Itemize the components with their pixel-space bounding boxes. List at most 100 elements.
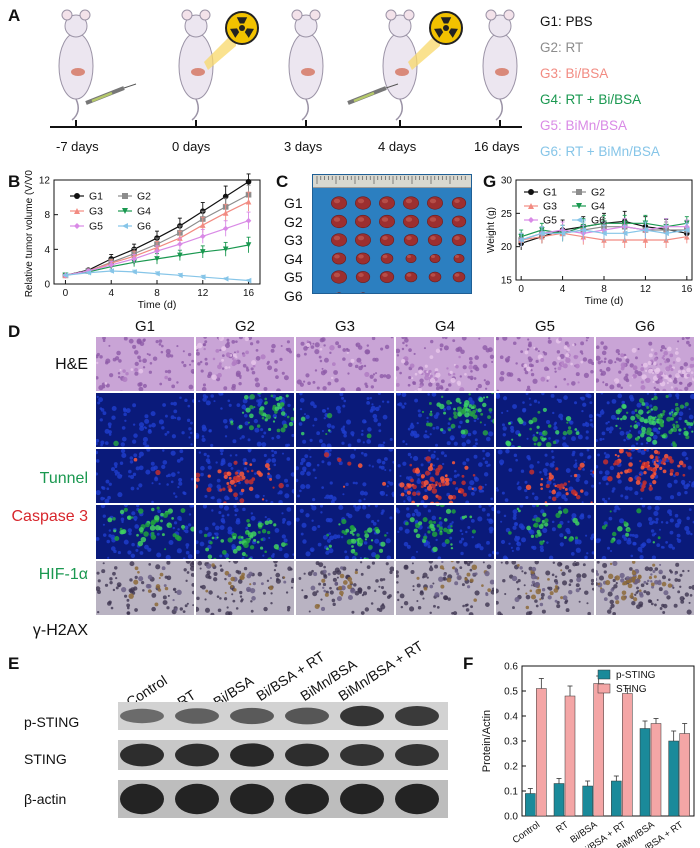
nucleus	[482, 457, 486, 460]
stain-signal	[274, 406, 280, 411]
nucleus	[107, 422, 112, 427]
stain-signal	[677, 389, 683, 391]
stain-signal	[448, 494, 453, 500]
nucleus	[174, 590, 177, 594]
nucleus	[476, 543, 482, 548]
stain-signal	[323, 452, 330, 458]
nucleus	[284, 493, 290, 499]
nucleus	[164, 432, 168, 436]
stain-signal	[428, 369, 432, 373]
nucleus	[102, 337, 106, 340]
nucleus	[323, 574, 328, 579]
stain-signal	[431, 483, 436, 489]
nucleus	[210, 394, 214, 398]
nucleus	[476, 417, 480, 421]
stain-signal	[648, 486, 653, 491]
stain-signal	[240, 536, 244, 539]
nucleus	[276, 577, 279, 581]
stain-signal	[685, 435, 690, 440]
mouse-head	[388, 14, 412, 38]
stain-signal	[136, 533, 139, 537]
histology-tile	[396, 337, 494, 391]
nucleus	[134, 575, 138, 580]
nucleus	[506, 372, 512, 377]
nucleus	[338, 505, 344, 510]
stain-signal	[119, 509, 125, 515]
nucleus	[686, 609, 692, 615]
stain-signal	[653, 575, 657, 579]
blot-band	[175, 783, 219, 815]
nucleus	[467, 562, 471, 567]
nucleus	[276, 388, 281, 391]
nucleus	[436, 457, 439, 461]
stain-signal	[435, 505, 440, 507]
nucleus	[470, 377, 474, 381]
stain-signal	[215, 348, 220, 353]
nucleus	[428, 449, 431, 452]
tumor-highlight	[333, 235, 341, 241]
nucleus	[326, 423, 332, 428]
data-point	[222, 210, 229, 216]
nucleus	[322, 386, 327, 391]
stain-signal	[323, 589, 326, 593]
stain-signal	[545, 442, 552, 447]
nucleus	[673, 603, 678, 608]
stain-signal	[417, 387, 422, 391]
stain-signal	[615, 600, 620, 605]
nucleus	[176, 548, 182, 554]
stain-signal	[639, 593, 644, 598]
nucleus	[441, 542, 447, 547]
nucleus	[382, 441, 386, 444]
nucleus	[319, 359, 323, 363]
nucleus	[491, 550, 494, 555]
nucleus	[514, 535, 518, 538]
nucleus	[347, 443, 352, 447]
stain-signal	[256, 540, 260, 544]
nucleus	[396, 581, 399, 584]
nucleus	[317, 524, 321, 528]
nucleus	[342, 493, 345, 496]
tumor-highlight	[454, 199, 460, 203]
nucleus	[469, 568, 473, 572]
stain-signal	[566, 429, 573, 435]
nucleus	[397, 530, 400, 533]
tumor-specimen	[331, 270, 347, 284]
nucleus	[417, 606, 422, 610]
nucleus	[554, 575, 558, 578]
nucleus	[531, 492, 535, 495]
nucleus	[307, 571, 313, 576]
data-point	[245, 198, 252, 205]
nucleus	[610, 550, 613, 553]
nucleus	[478, 505, 482, 509]
nucleus	[362, 505, 367, 510]
nucleus	[221, 367, 225, 370]
stain-signal	[562, 430, 568, 436]
stain-signal	[172, 598, 175, 602]
stain-signal	[547, 577, 550, 581]
stain-signal	[350, 525, 354, 529]
stain-signal	[600, 587, 603, 590]
stain-signal	[670, 386, 674, 389]
nucleus	[501, 411, 504, 414]
nucleus	[306, 471, 311, 476]
stain-signal	[557, 356, 561, 360]
stain-signal	[228, 366, 231, 369]
legend-marker	[122, 223, 128, 229]
nucleus	[362, 441, 365, 444]
stain-signal	[592, 470, 594, 475]
stain-signal	[196, 345, 198, 350]
stain-signal	[539, 598, 542, 601]
nucleus	[580, 513, 585, 518]
stain-signal	[342, 580, 348, 585]
nucleus	[105, 383, 110, 388]
stain-signal	[472, 572, 476, 576]
stain-label-tunnel: Tunnel	[39, 470, 88, 487]
nucleus	[216, 484, 221, 489]
nucleus	[103, 497, 106, 500]
stain-signal	[197, 342, 203, 349]
stain-signal	[176, 589, 182, 596]
nucleus	[187, 554, 193, 559]
stain-signal	[150, 534, 157, 540]
nucleus	[296, 478, 299, 483]
nucleus	[429, 611, 432, 615]
